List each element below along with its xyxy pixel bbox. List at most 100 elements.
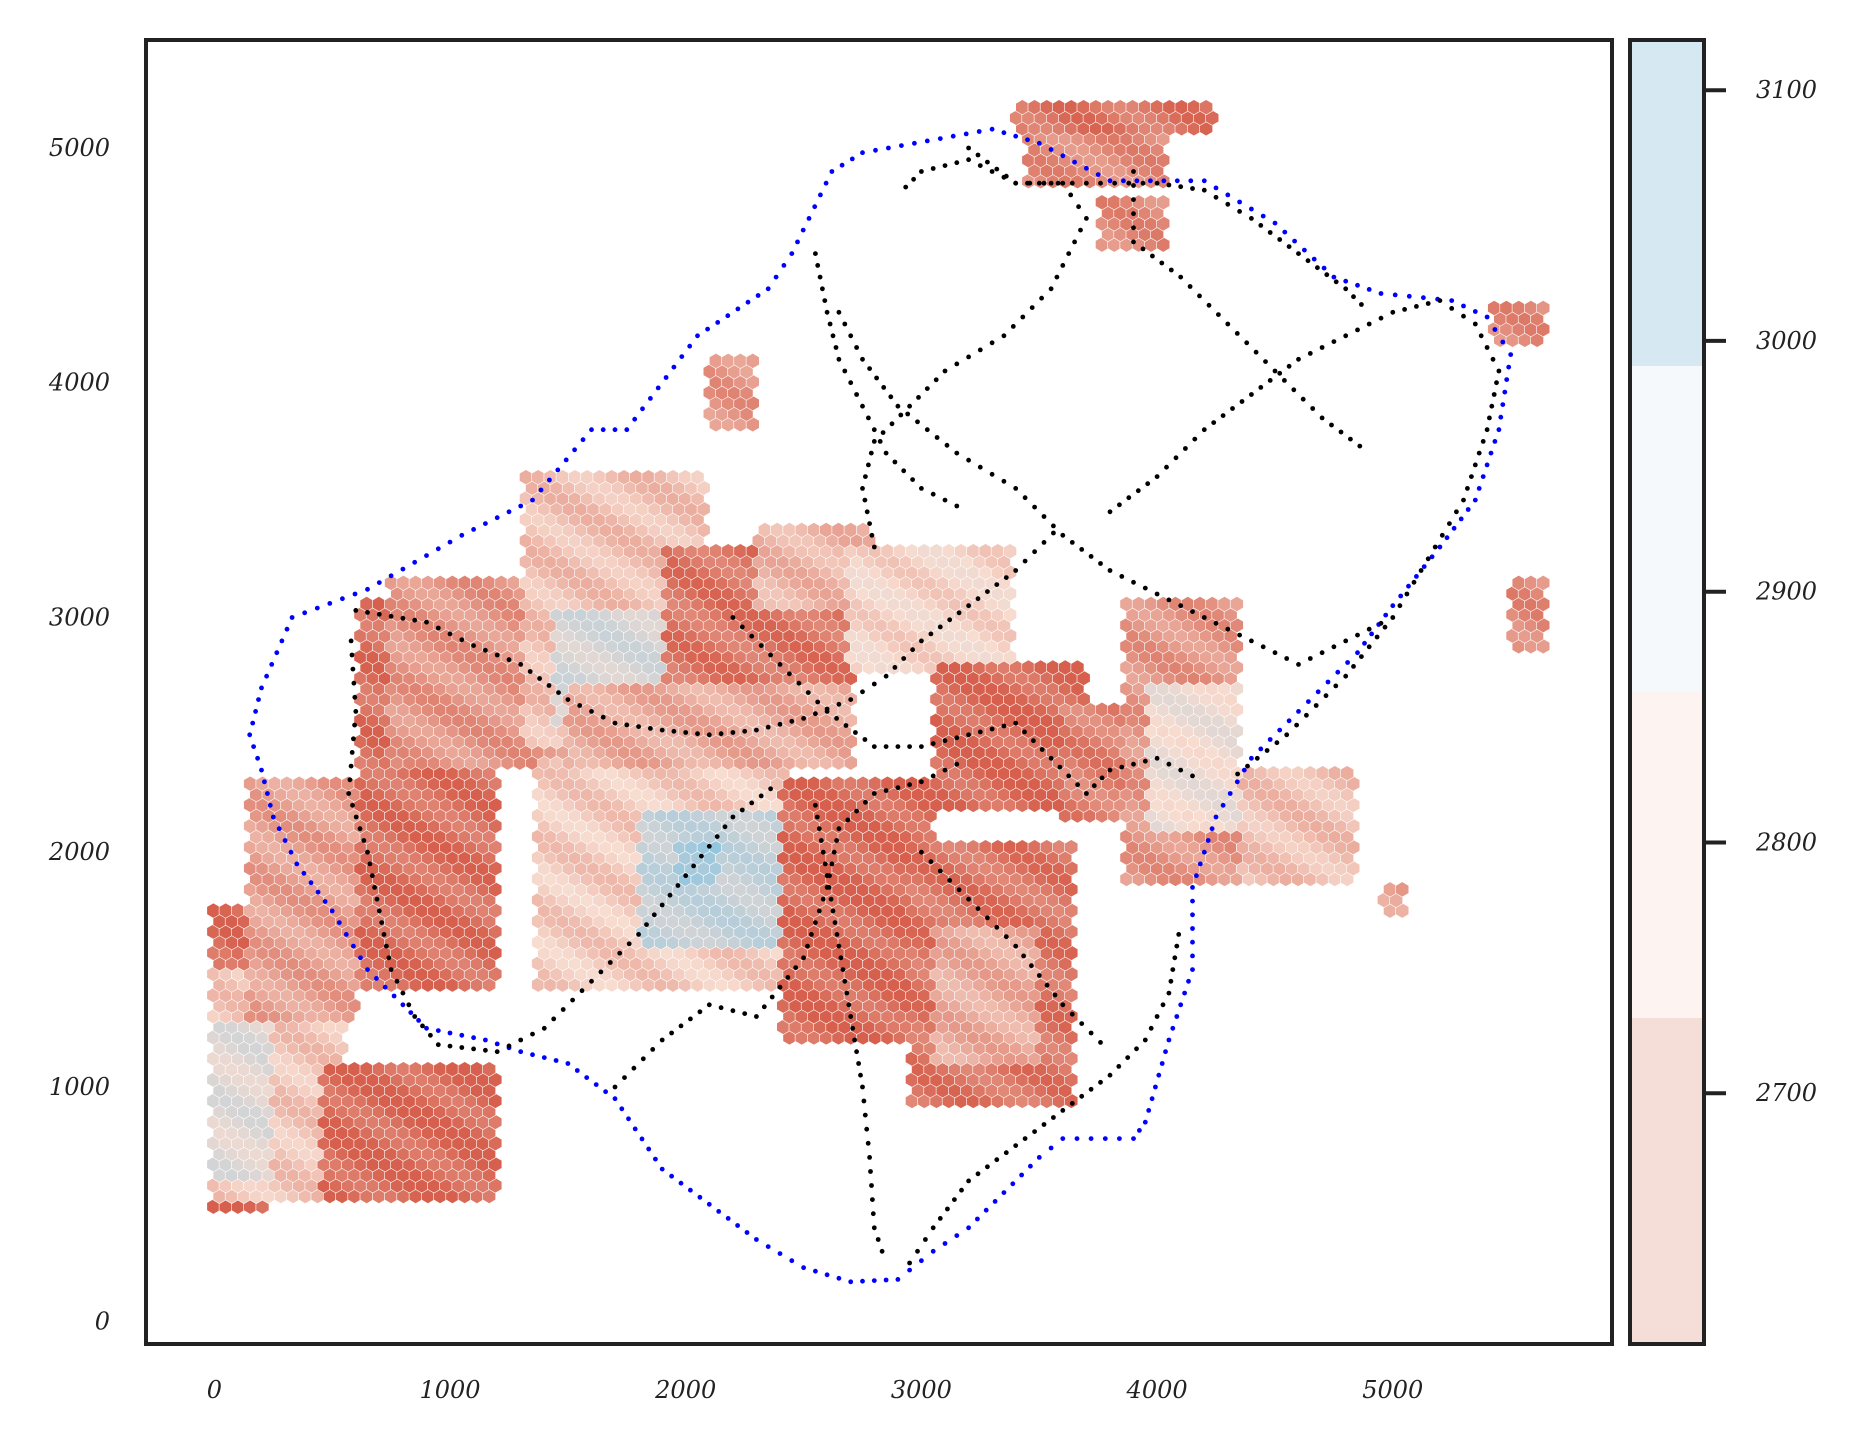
- black-points-point: [871, 544, 877, 550]
- black-points-point: [966, 157, 971, 163]
- black-points-point: [1013, 486, 1019, 491]
- black-points-point: [1461, 497, 1466, 503]
- black-points-point: [1022, 495, 1028, 501]
- blue-points-point: [801, 1265, 806, 1271]
- black-points-point: [1051, 530, 1056, 536]
- blue-points-point: [259, 767, 264, 773]
- blue-points-point: [639, 1136, 645, 1142]
- black-points-point: [871, 1225, 877, 1231]
- black-points-point: [834, 838, 839, 843]
- black-points-point: [1013, 720, 1019, 726]
- black-points-point: [870, 1197, 875, 1202]
- blue-points-point: [447, 1030, 453, 1036]
- black-points-point: [863, 474, 868, 479]
- black-points-point: [816, 826, 822, 832]
- black-points-point: [867, 521, 872, 526]
- black-points-point: [348, 763, 354, 769]
- blue-points-point: [655, 385, 661, 391]
- black-points-point: [1254, 755, 1260, 761]
- blue-points-point: [1249, 755, 1254, 761]
- black-points-point: [848, 333, 854, 339]
- blue-points-point: [1107, 178, 1113, 184]
- colorbar: [1630, 40, 1704, 1344]
- black-points-point: [1154, 180, 1160, 186]
- blue-points-point: [483, 521, 488, 526]
- blue-points-point: [251, 744, 256, 749]
- black-points-point: [954, 761, 960, 767]
- black-points-point: [730, 814, 736, 820]
- black-points-point: [386, 955, 392, 961]
- blue-points-point: [483, 1037, 488, 1043]
- black-points-point: [813, 711, 818, 717]
- x-tick-label: 3000: [891, 1376, 952, 1404]
- black-points-point: [836, 356, 842, 362]
- black-points-point: [919, 486, 924, 491]
- blue-points-point: [322, 899, 328, 904]
- black-points-point: [1098, 180, 1103, 186]
- black-points-point: [1253, 349, 1259, 355]
- black-points-point: [787, 671, 792, 677]
- y-tick-label: 4000: [48, 369, 110, 397]
- black-points-point: [834, 932, 840, 937]
- black-points-point: [754, 727, 759, 733]
- black-points-point: [1267, 378, 1273, 383]
- black-points-point: [659, 727, 665, 733]
- black-points-point: [1489, 403, 1495, 409]
- blue-points-point: [1095, 172, 1101, 178]
- black-points-point: [883, 673, 889, 679]
- blue-points-point: [1156, 1072, 1162, 1078]
- black-points-point: [722, 824, 728, 830]
- black-points-point: [381, 932, 387, 937]
- blue-points-point: [671, 364, 677, 370]
- black-points-point: [1282, 378, 1287, 383]
- blue-points-point: [1286, 718, 1292, 724]
- black-points-point: [754, 1014, 759, 1019]
- blue-points-point: [1315, 689, 1321, 695]
- blue-points-point: [1048, 1145, 1054, 1151]
- black-points-point: [864, 1126, 870, 1132]
- blue-points-point: [1292, 238, 1297, 244]
- black-points-point: [1168, 978, 1174, 984]
- blue-points-point: [589, 427, 594, 433]
- black-points-point: [1284, 656, 1290, 661]
- blue-points-point: [1508, 352, 1514, 357]
- blue-points-point: [1201, 178, 1207, 184]
- blue-points-point: [435, 1028, 441, 1033]
- blue-points-point: [1131, 1136, 1136, 1141]
- black-points-point: [1472, 321, 1478, 327]
- blue-points-point: [1161, 178, 1167, 184]
- black-points-point: [942, 368, 948, 374]
- blue-points-point: [937, 136, 943, 142]
- blue-points-point: [1277, 727, 1283, 733]
- black-points-point: [636, 932, 641, 937]
- black-points-point: [631, 1065, 637, 1071]
- blue-points-point: [424, 1025, 429, 1031]
- black-points-point: [954, 361, 960, 367]
- black-points-point: [945, 1206, 950, 1212]
- black-points-point: [758, 793, 764, 799]
- black-points-point: [937, 624, 943, 630]
- black-points-point: [1351, 294, 1356, 300]
- blue-points-point: [1072, 159, 1077, 165]
- black-points-point: [394, 978, 400, 984]
- black-points-point: [530, 1031, 535, 1037]
- black-points-point: [1237, 209, 1242, 214]
- blue-points-point: [1190, 912, 1195, 918]
- black-points-point: [966, 896, 971, 902]
- black-points-point: [1150, 253, 1155, 259]
- black-points-point: [1076, 204, 1081, 210]
- black-points-point: [644, 922, 649, 927]
- black-points-point: [947, 878, 953, 883]
- colorbar-tick-label: 3000: [1756, 327, 1817, 355]
- black-points-point: [822, 298, 828, 303]
- blue-points-point: [1321, 265, 1327, 271]
- black-points-point: [1013, 568, 1019, 573]
- black-points-point: [901, 656, 907, 661]
- blue-points-point: [1019, 1172, 1024, 1178]
- black-points-point: [848, 1014, 854, 1019]
- blue-points-point: [494, 1041, 500, 1047]
- black-points-point: [1027, 180, 1033, 186]
- blue-points-point: [989, 126, 995, 132]
- black-points-point: [730, 1008, 736, 1014]
- blue-points-point: [836, 1275, 842, 1281]
